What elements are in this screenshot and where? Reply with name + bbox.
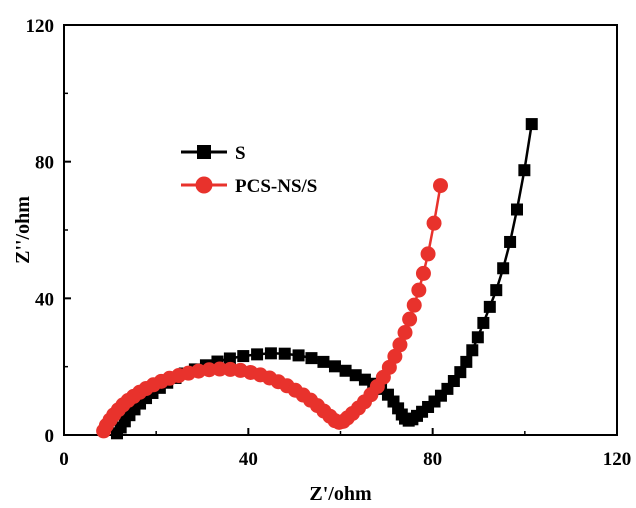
data-point-circle (426, 215, 442, 231)
series-layer (96, 118, 538, 440)
data-point-square (518, 164, 531, 177)
data-point-square (525, 118, 538, 131)
y-tick-label: 0 (45, 426, 55, 447)
data-point-square (349, 369, 362, 382)
data-point-circle (411, 282, 427, 298)
x-tick-label: 40 (239, 449, 258, 470)
data-point-circle (387, 348, 403, 364)
data-point-circle (397, 325, 413, 340)
data-point-square (454, 366, 467, 379)
data-point-square (264, 347, 277, 360)
data-point-square (477, 316, 490, 329)
data-point-circle (406, 297, 422, 313)
series-line (115, 123, 533, 434)
ticks-layer: 0 40 80 120 0 40 80 120 (26, 16, 632, 470)
data-point-square (460, 355, 473, 368)
data-point-square (504, 235, 517, 248)
legend-marker-square (197, 145, 211, 159)
y-tick-label: 40 (35, 289, 54, 310)
data-point-square (278, 347, 291, 360)
data-point-square (237, 350, 250, 363)
legend-label: PCS-NS/S (235, 176, 317, 197)
data-point-square (490, 284, 503, 297)
x-tick-label: 120 (603, 449, 632, 470)
data-point-square (471, 331, 484, 344)
data-point-square (328, 360, 341, 373)
y-tick-label: 80 (35, 153, 54, 174)
x-axis-title: Z'/ohm (309, 483, 372, 505)
data-point-square (317, 355, 330, 368)
data-point-square (339, 364, 352, 377)
data-point-circle (433, 178, 449, 194)
x-tick-label: 0 (59, 449, 69, 470)
data-point-circle (212, 361, 228, 377)
data-point-square (305, 352, 318, 365)
data-point-square (292, 349, 305, 362)
data-point-circle (201, 362, 217, 378)
legend: S PCS-NS/S (181, 143, 317, 197)
legend-label: S (235, 143, 246, 164)
data-point-square (497, 262, 510, 275)
data-point-circle (402, 311, 418, 327)
data-point-square (510, 203, 523, 216)
data-point-square (251, 348, 264, 361)
data-point-square (466, 344, 479, 357)
data-point-square (483, 300, 496, 313)
series-s (110, 118, 538, 440)
legend-marker-circle (195, 176, 213, 194)
data-point-circle (420, 246, 436, 262)
data-point-circle (392, 337, 408, 353)
data-point-circle (415, 265, 431, 281)
data-point-square (223, 352, 236, 365)
y-axis-title: Z''/ohm (12, 196, 34, 264)
series-pcs-ns-s (96, 178, 449, 439)
y-tick-label: 120 (26, 16, 55, 37)
x-tick-label: 80 (423, 449, 442, 470)
